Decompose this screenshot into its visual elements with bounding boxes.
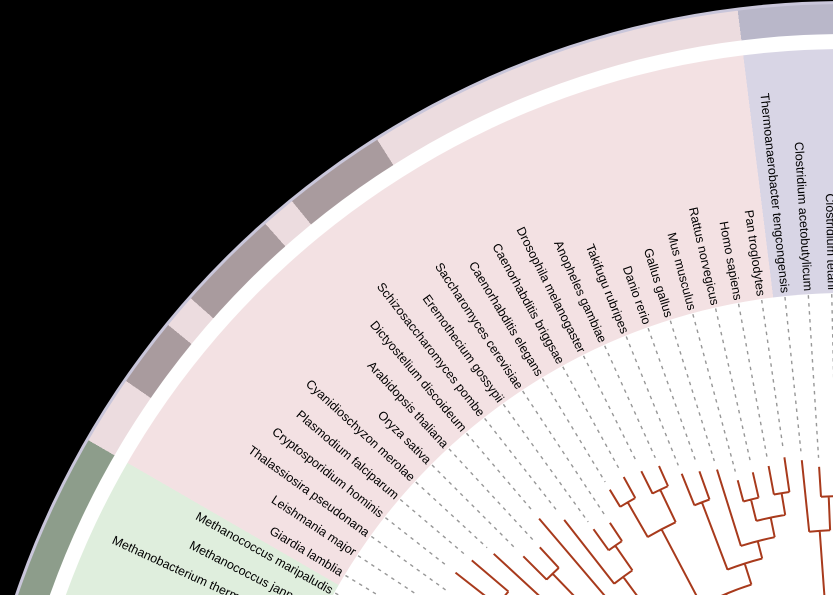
- leaf-connector-line: [465, 432, 534, 513]
- tree-branch-paths[interactable]: [362, 457, 833, 595]
- leaf-connector-line: [784, 297, 802, 452]
- leaf-connector-line: [737, 303, 768, 458]
- leaf-connector-line: [604, 345, 656, 459]
- leaf-connector-line: [502, 403, 589, 523]
- leaf-connector-line: [714, 308, 752, 464]
- leaf-connector-line: [669, 320, 715, 462]
- leaf-connector-line: [399, 498, 466, 556]
- dashed-connectors: [334, 294, 833, 595]
- leaf-connector-line: [625, 336, 679, 466]
- tree-branches[interactable]: [362, 457, 833, 595]
- leaf-connector-line: [582, 355, 638, 464]
- leaf-connector-line: [562, 366, 620, 470]
- leaf-connector-line: [761, 299, 784, 449]
- leaf-connector-line: [448, 448, 535, 542]
- leaf-connector-line: [692, 313, 737, 472]
- leaf-connector-line: [541, 378, 606, 483]
- leaf-connector-line: [484, 417, 560, 514]
- leaf-connector-line: [384, 517, 449, 568]
- leaf-connector-line: [647, 327, 698, 464]
- leaf-connector-line: [807, 295, 820, 458]
- leaf-connector-line: [415, 481, 488, 549]
- leaf-connector-line: [345, 574, 380, 595]
- leaf-connector-line: [370, 535, 448, 592]
- leaf-connector-line: [522, 390, 606, 516]
